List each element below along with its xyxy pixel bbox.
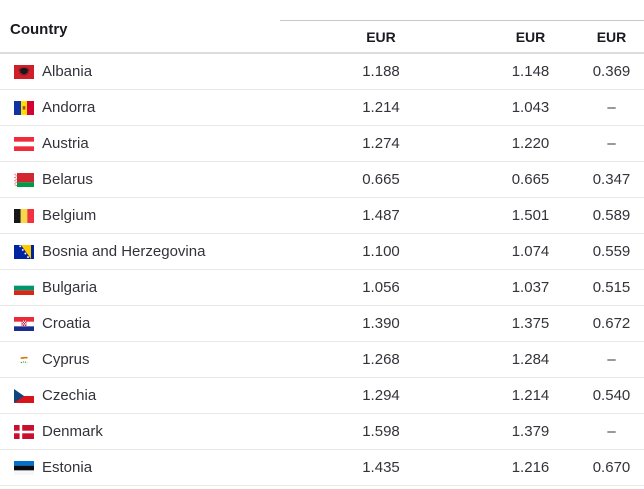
country-cell: Belgium [0, 207, 280, 224]
country-name: Austria [42, 135, 89, 152]
eur-value-2: 1.037 [511, 279, 550, 296]
eur-value-2: 1.216 [511, 459, 550, 476]
eur-value-2: 0.665 [511, 171, 550, 188]
eur-value-3: 0.589 [592, 207, 631, 224]
eur-value-3: 0.515 [592, 279, 631, 296]
eur-value-2: 1.148 [511, 63, 550, 80]
eur-value-1: 1.435 [362, 459, 400, 476]
eur-value-3: – [607, 423, 616, 440]
country-cell: Albania [0, 63, 280, 80]
country-cell: Estonia [0, 459, 280, 476]
austria-flag-icon [14, 136, 34, 151]
eur-value-1: 1.598 [362, 423, 400, 440]
eur-value-2: 1.375 [511, 315, 550, 332]
table-row: Estonia 1.435 1.216 0.670 [0, 450, 644, 486]
country-cell: Andorra [0, 99, 280, 116]
country-name: Cyprus [42, 351, 90, 368]
eur-value-3: – [607, 135, 616, 152]
table-row: Albania 1.188 1.148 0.369 [0, 54, 644, 90]
eur-value-2: 1.043 [511, 99, 550, 116]
eur-value-3: – [607, 99, 616, 116]
country-name: Bosnia and Herzegovina [42, 243, 206, 260]
country-cell: Cyprus [0, 351, 280, 368]
table-row: Czechia 1.294 1.214 0.540 [0, 378, 644, 414]
table-row: Bosnia and Herzegovina 1.100 1.074 0.559 [0, 234, 644, 270]
eur-value-1: 1.214 [362, 99, 400, 116]
table-body: Albania 1.188 1.148 0.369 Andorra 1.214 … [0, 54, 644, 486]
country-name: Belgium [42, 207, 97, 224]
country-cell: Bulgaria [0, 279, 280, 296]
czechia-flag-icon [14, 388, 34, 403]
country-cell: Belarus [0, 171, 280, 188]
bosnia-and-herzegovina-flag-icon [14, 244, 34, 259]
country-name: Estonia [42, 459, 93, 476]
eur-value-1: 1.100 [362, 243, 400, 260]
eur-value-3: 0.670 [592, 459, 631, 476]
eur-value-1: 1.056 [362, 279, 400, 296]
eur-value-2: 1.284 [511, 351, 550, 368]
table-row: Belgium 1.487 1.501 0.589 [0, 198, 644, 234]
eur-value-3: 0.540 [592, 387, 631, 404]
country-name: Bulgaria [42, 279, 98, 296]
eur-value-2: 1.379 [511, 423, 550, 440]
denmark-flag-icon [14, 424, 34, 439]
belarus-flag-icon [14, 172, 34, 187]
eur-value-2: 1.074 [511, 243, 550, 260]
cyprus-flag-icon [14, 352, 34, 367]
eur-value-3: 0.672 [592, 315, 631, 332]
eur-value-3: – [607, 351, 616, 368]
albania-flag-icon [14, 64, 34, 79]
estonia-flag-icon [14, 460, 34, 475]
eur-value-2: 1.501 [511, 207, 550, 224]
eur-value-1: 0.665 [362, 171, 400, 188]
eur-value-2: 1.214 [511, 387, 550, 404]
table-row: Cyprus 1.268 1.284 – [0, 342, 644, 378]
column-header-eur-3: EUR [579, 20, 644, 52]
country-cell: Czechia [0, 387, 280, 404]
eur-value-1: 1.274 [362, 135, 400, 152]
country-name: Denmark [42, 423, 103, 440]
belgium-flag-icon [14, 208, 34, 223]
table-row: Andorra 1.214 1.043 – [0, 90, 644, 126]
eur-value-3: 0.347 [592, 171, 631, 188]
table-row: Croatia 1.390 1.375 0.672 [0, 306, 644, 342]
eur-value-3: 0.369 [592, 63, 631, 80]
bulgaria-flag-icon [14, 280, 34, 295]
column-header-eur-1: EUR [280, 20, 482, 52]
table-row: Denmark 1.598 1.379 – [0, 414, 644, 450]
country-column-header: Country [10, 21, 68, 38]
country-cell: Croatia [0, 315, 280, 332]
andorra-flag-icon [14, 100, 34, 115]
country-name: Albania [42, 63, 93, 80]
eur-value-3: 0.559 [592, 243, 631, 260]
eur-value-1: 1.268 [362, 351, 400, 368]
eur-value-1: 1.188 [362, 63, 400, 80]
table-header-row: EUR EUR EUR [0, 20, 644, 54]
country-cell: Austria [0, 135, 280, 152]
country-name: Czechia [42, 387, 97, 404]
country-cell: Denmark [0, 423, 280, 440]
eur-value-1: 1.390 [362, 315, 400, 332]
column-header-eur-2: EUR [482, 20, 579, 52]
country-name: Andorra [42, 99, 96, 116]
eur-value-1: 1.294 [362, 387, 400, 404]
country-cell: Bosnia and Herzegovina [0, 243, 280, 260]
table-row: Bulgaria 1.056 1.037 0.515 [0, 270, 644, 306]
eur-value-2: 1.220 [511, 135, 550, 152]
croatia-flag-icon [14, 316, 34, 331]
country-name: Belarus [42, 171, 93, 188]
table-header: Country EUR EUR EUR [0, 20, 644, 54]
eur-value-1: 1.487 [362, 207, 400, 224]
country-name: Croatia [42, 315, 91, 332]
table-row: Belarus 0.665 0.665 0.347 [0, 162, 644, 198]
table-row: Austria 1.274 1.220 – [0, 126, 644, 162]
